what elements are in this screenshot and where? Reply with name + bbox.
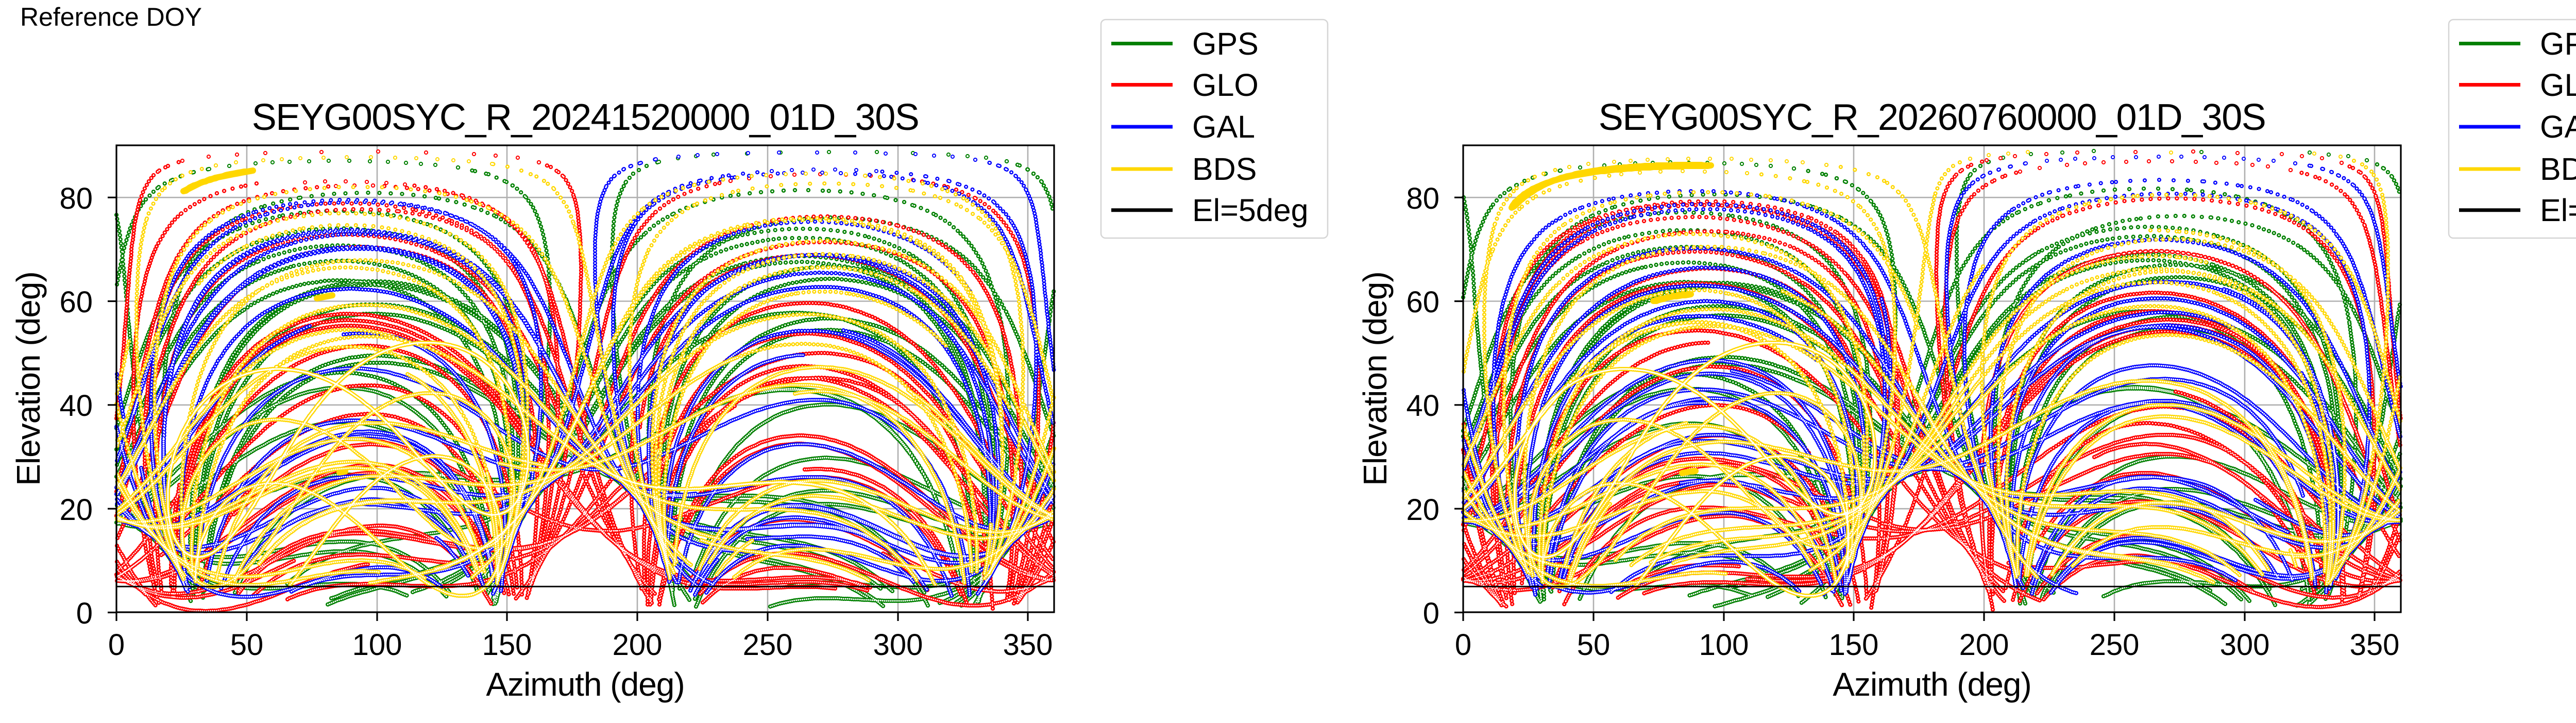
svg-text:El=5deg: El=5deg — [2540, 193, 2576, 228]
svg-text:350: 350 — [2350, 628, 2400, 662]
svg-text:Reference DOY: Reference DOY — [20, 3, 202, 31]
svg-text:El=5deg: El=5deg — [1192, 193, 1309, 228]
svg-text:50: 50 — [230, 628, 264, 662]
svg-text:BDS: BDS — [1192, 152, 1257, 187]
svg-text:150: 150 — [1829, 628, 1879, 662]
svg-text:0: 0 — [1455, 628, 1471, 662]
svg-text:80: 80 — [59, 182, 93, 215]
svg-text:GAL: GAL — [1192, 109, 1255, 144]
svg-text:100: 100 — [1699, 628, 1749, 662]
svg-text:80: 80 — [1406, 182, 1439, 215]
svg-text:Azimuth (deg): Azimuth (deg) — [486, 666, 684, 703]
svg-text:300: 300 — [2220, 628, 2270, 662]
svg-text:Elevation (deg): Elevation (deg) — [1357, 272, 1394, 485]
svg-text:200: 200 — [1959, 628, 2009, 662]
svg-text:40: 40 — [59, 389, 93, 423]
svg-text:50: 50 — [1577, 628, 1611, 662]
svg-text:GLO: GLO — [1192, 68, 1259, 103]
svg-text:SEYG00SYC_R_20241520000_01D_30: SEYG00SYC_R_20241520000_01D_30S — [252, 97, 919, 138]
svg-text:0: 0 — [108, 628, 125, 662]
svg-text:Elevation (deg): Elevation (deg) — [10, 272, 47, 485]
svg-text:200: 200 — [613, 628, 663, 662]
svg-text:GLO: GLO — [2540, 68, 2576, 103]
svg-text:100: 100 — [352, 628, 402, 662]
svg-text:250: 250 — [2090, 628, 2140, 662]
svg-text:40: 40 — [1406, 389, 1439, 423]
svg-text:250: 250 — [743, 628, 793, 662]
svg-text:0: 0 — [76, 597, 93, 630]
svg-text:20: 20 — [59, 493, 93, 527]
svg-text:SEYG00SYC_R_20260760000_01D_30: SEYG00SYC_R_20260760000_01D_30S — [1599, 97, 2266, 138]
svg-text:BDS: BDS — [2540, 152, 2576, 187]
svg-text:GAL: GAL — [2540, 109, 2576, 144]
svg-text:0: 0 — [1423, 597, 1439, 630]
svg-text:GPS: GPS — [2540, 26, 2576, 61]
svg-text:Azimuth (deg): Azimuth (deg) — [1833, 666, 2031, 703]
svg-text:20: 20 — [1406, 493, 1439, 527]
svg-text:60: 60 — [1406, 285, 1439, 319]
svg-text:300: 300 — [873, 628, 923, 662]
svg-text:GPS: GPS — [1192, 26, 1259, 61]
svg-text:60: 60 — [59, 285, 93, 319]
svg-text:350: 350 — [1003, 628, 1053, 662]
svg-text:150: 150 — [482, 628, 532, 662]
